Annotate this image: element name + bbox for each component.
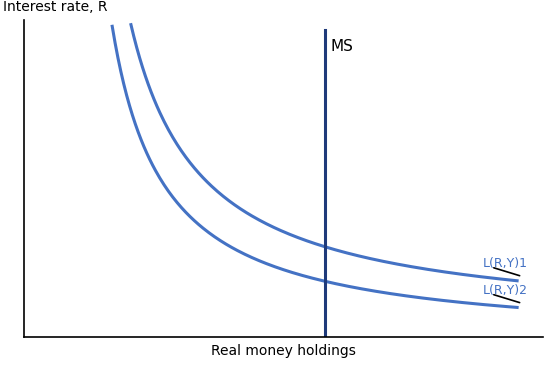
Y-axis label: Interest rate, R: Interest rate, R	[3, 0, 108, 14]
Text: MS: MS	[330, 39, 353, 54]
Text: L(R,Y)2: L(R,Y)2	[482, 284, 527, 297]
X-axis label: Real money holdings: Real money holdings	[211, 344, 356, 358]
Text: L(R,Y)1: L(R,Y)1	[482, 257, 527, 270]
